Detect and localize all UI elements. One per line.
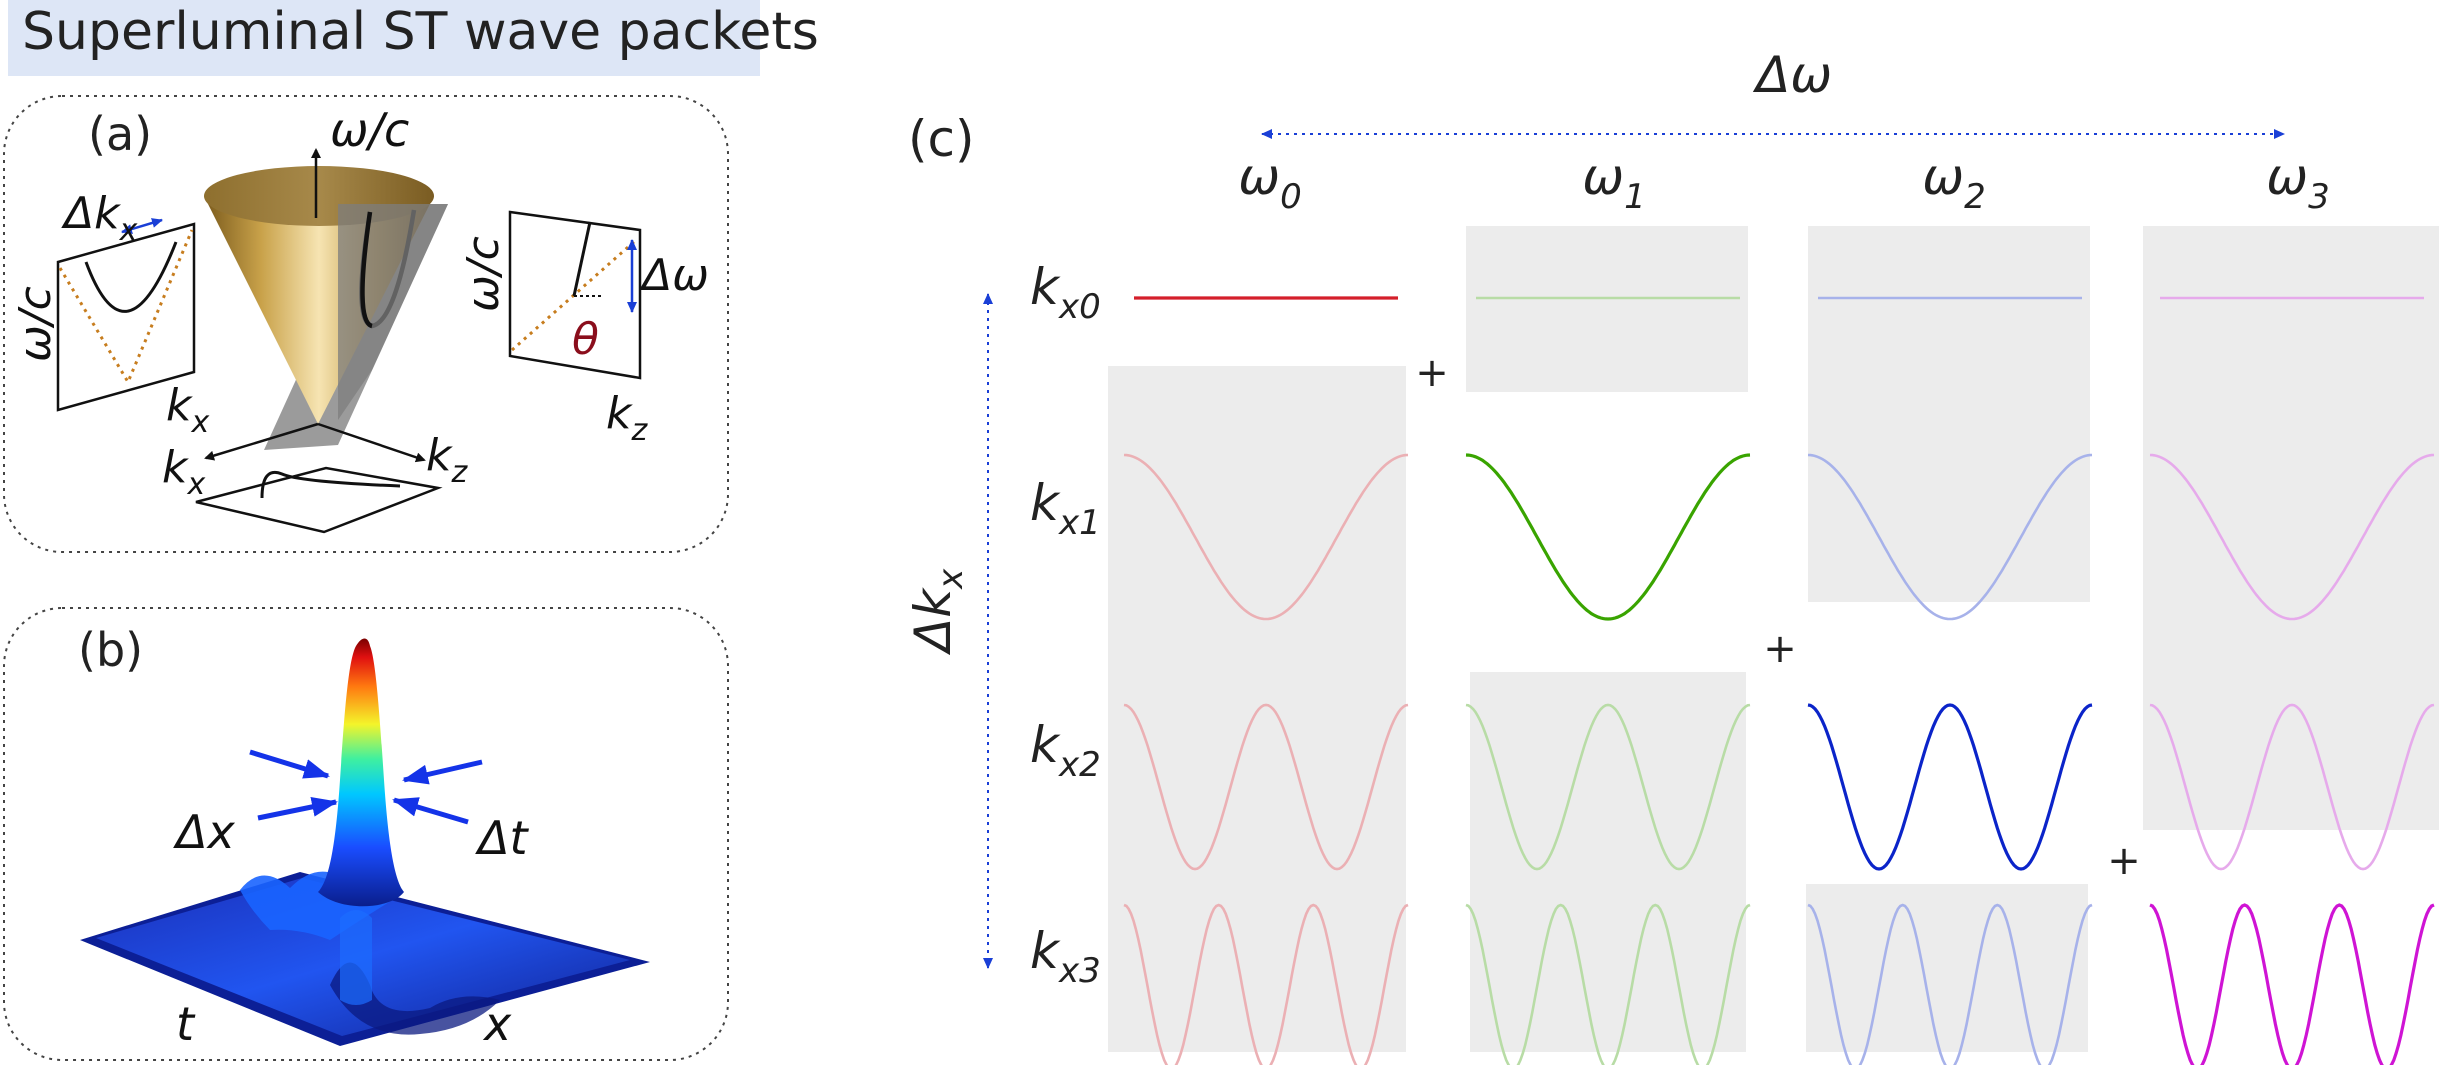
column-label-2: ω2 — [1922, 148, 1986, 217]
column-shade-0 — [1108, 366, 1406, 1052]
panel-a-frame — [3, 95, 729, 553]
mode-curve-x1-w3 — [2149, 453, 2435, 621]
dx-arrow-lower — [257, 797, 338, 821]
panel-c: (c) Δω Δkx ω0 ω1 ω2 ω3 kx0 kx1 kx2 kx3 + + + — [904, 46, 2439, 1065]
base-kz-label: kz — [426, 430, 468, 490]
dt-label: Δt — [475, 811, 529, 865]
left-inset-dk-label: Δkx — [61, 188, 138, 248]
panel-b-label: (b) — [78, 623, 143, 677]
light-cone: ω/c — [204, 103, 448, 450]
column-label-0: ω0 — [1238, 148, 1302, 217]
plus-sign-0: + — [1415, 350, 1449, 396]
row-label-3: kx3 — [1030, 922, 1101, 991]
column-shade-3 — [1808, 226, 2090, 602]
right-inset-dw-label: Δω — [639, 250, 709, 301]
right-inset-kz-label: kz — [606, 388, 648, 448]
row-labels: kx0 kx1 kx2 kx3 — [1030, 258, 1101, 991]
t-axis-label: t — [176, 997, 196, 1051]
panel-a-label: (a) — [88, 107, 152, 161]
mode-curve-x1-w1 — [1465, 453, 1751, 621]
column-label-1: ω1 — [1582, 148, 1646, 217]
title-banner — [8, 0, 760, 76]
panel-b-frame — [3, 607, 729, 1061]
freq-span-label: Δω — [1752, 46, 1832, 104]
dt-arrow-upper — [402, 759, 483, 785]
dt-arrow-lower — [392, 797, 469, 825]
mode-curve-x2-w0 — [1123, 703, 1409, 871]
plus-sign-2: + — [2107, 838, 2141, 884]
panel-b: (b) Δx Δt t x — [3, 607, 729, 1061]
right-dispersion-inset: ω/c Δω θ kz — [458, 210, 709, 448]
mode-curve-x2-w1 — [1465, 703, 1751, 871]
theta-label: θ — [572, 314, 599, 365]
row-label-1: kx1 — [1030, 474, 1101, 543]
figure-title: Superluminal ST wave packets — [22, 2, 819, 62]
left-inset-kx-label: kx — [166, 380, 209, 440]
panel-c-label: (c) — [908, 110, 975, 168]
kx-kz-plane: kx kz — [162, 422, 468, 534]
column-label-3: ω3 — [2266, 148, 2330, 217]
column-shade-2 — [1470, 672, 1746, 1052]
column-shade-5 — [2143, 226, 2439, 830]
mode-curve-x1-w2 — [1807, 453, 2093, 621]
column-labels: ω0 ω1 ω2 ω3 — [1238, 148, 2330, 217]
row-label-0: kx0 — [1030, 258, 1101, 327]
column-shade-1 — [1466, 226, 1748, 392]
plus-sign-1: + — [1763, 626, 1797, 672]
dx-label: Δx — [173, 805, 235, 859]
base-kx-label: kx — [162, 442, 205, 502]
left-dispersion-inset: Δkx ω/c kx — [10, 188, 209, 440]
left-inset-omega-label: ω/c — [10, 286, 61, 362]
wave-packet-surface — [80, 638, 650, 1046]
dx-arrow-upper — [249, 749, 330, 779]
cone-axis-label: ω/c — [330, 103, 409, 157]
column-shade-4 — [1806, 884, 2088, 1052]
mode-curve-x3-w3 — [2149, 903, 2435, 1065]
x-axis-label: x — [482, 997, 512, 1051]
mode-curve-x1-w0 — [1123, 453, 1409, 621]
mode-curve-x2-w2 — [1807, 703, 2093, 871]
plus-signs: + + + — [1415, 350, 2141, 884]
k-span-label: Δkx — [904, 568, 971, 656]
mode-curve-x2-w3 — [2149, 703, 2435, 871]
right-inset-omega-label: ω/c — [458, 236, 509, 312]
row-label-2: kx2 — [1030, 716, 1101, 785]
mode-grid — [1108, 226, 2439, 1065]
panel-a: (a) Δkx ω/c kx ω/c kx — [3, 95, 729, 553]
